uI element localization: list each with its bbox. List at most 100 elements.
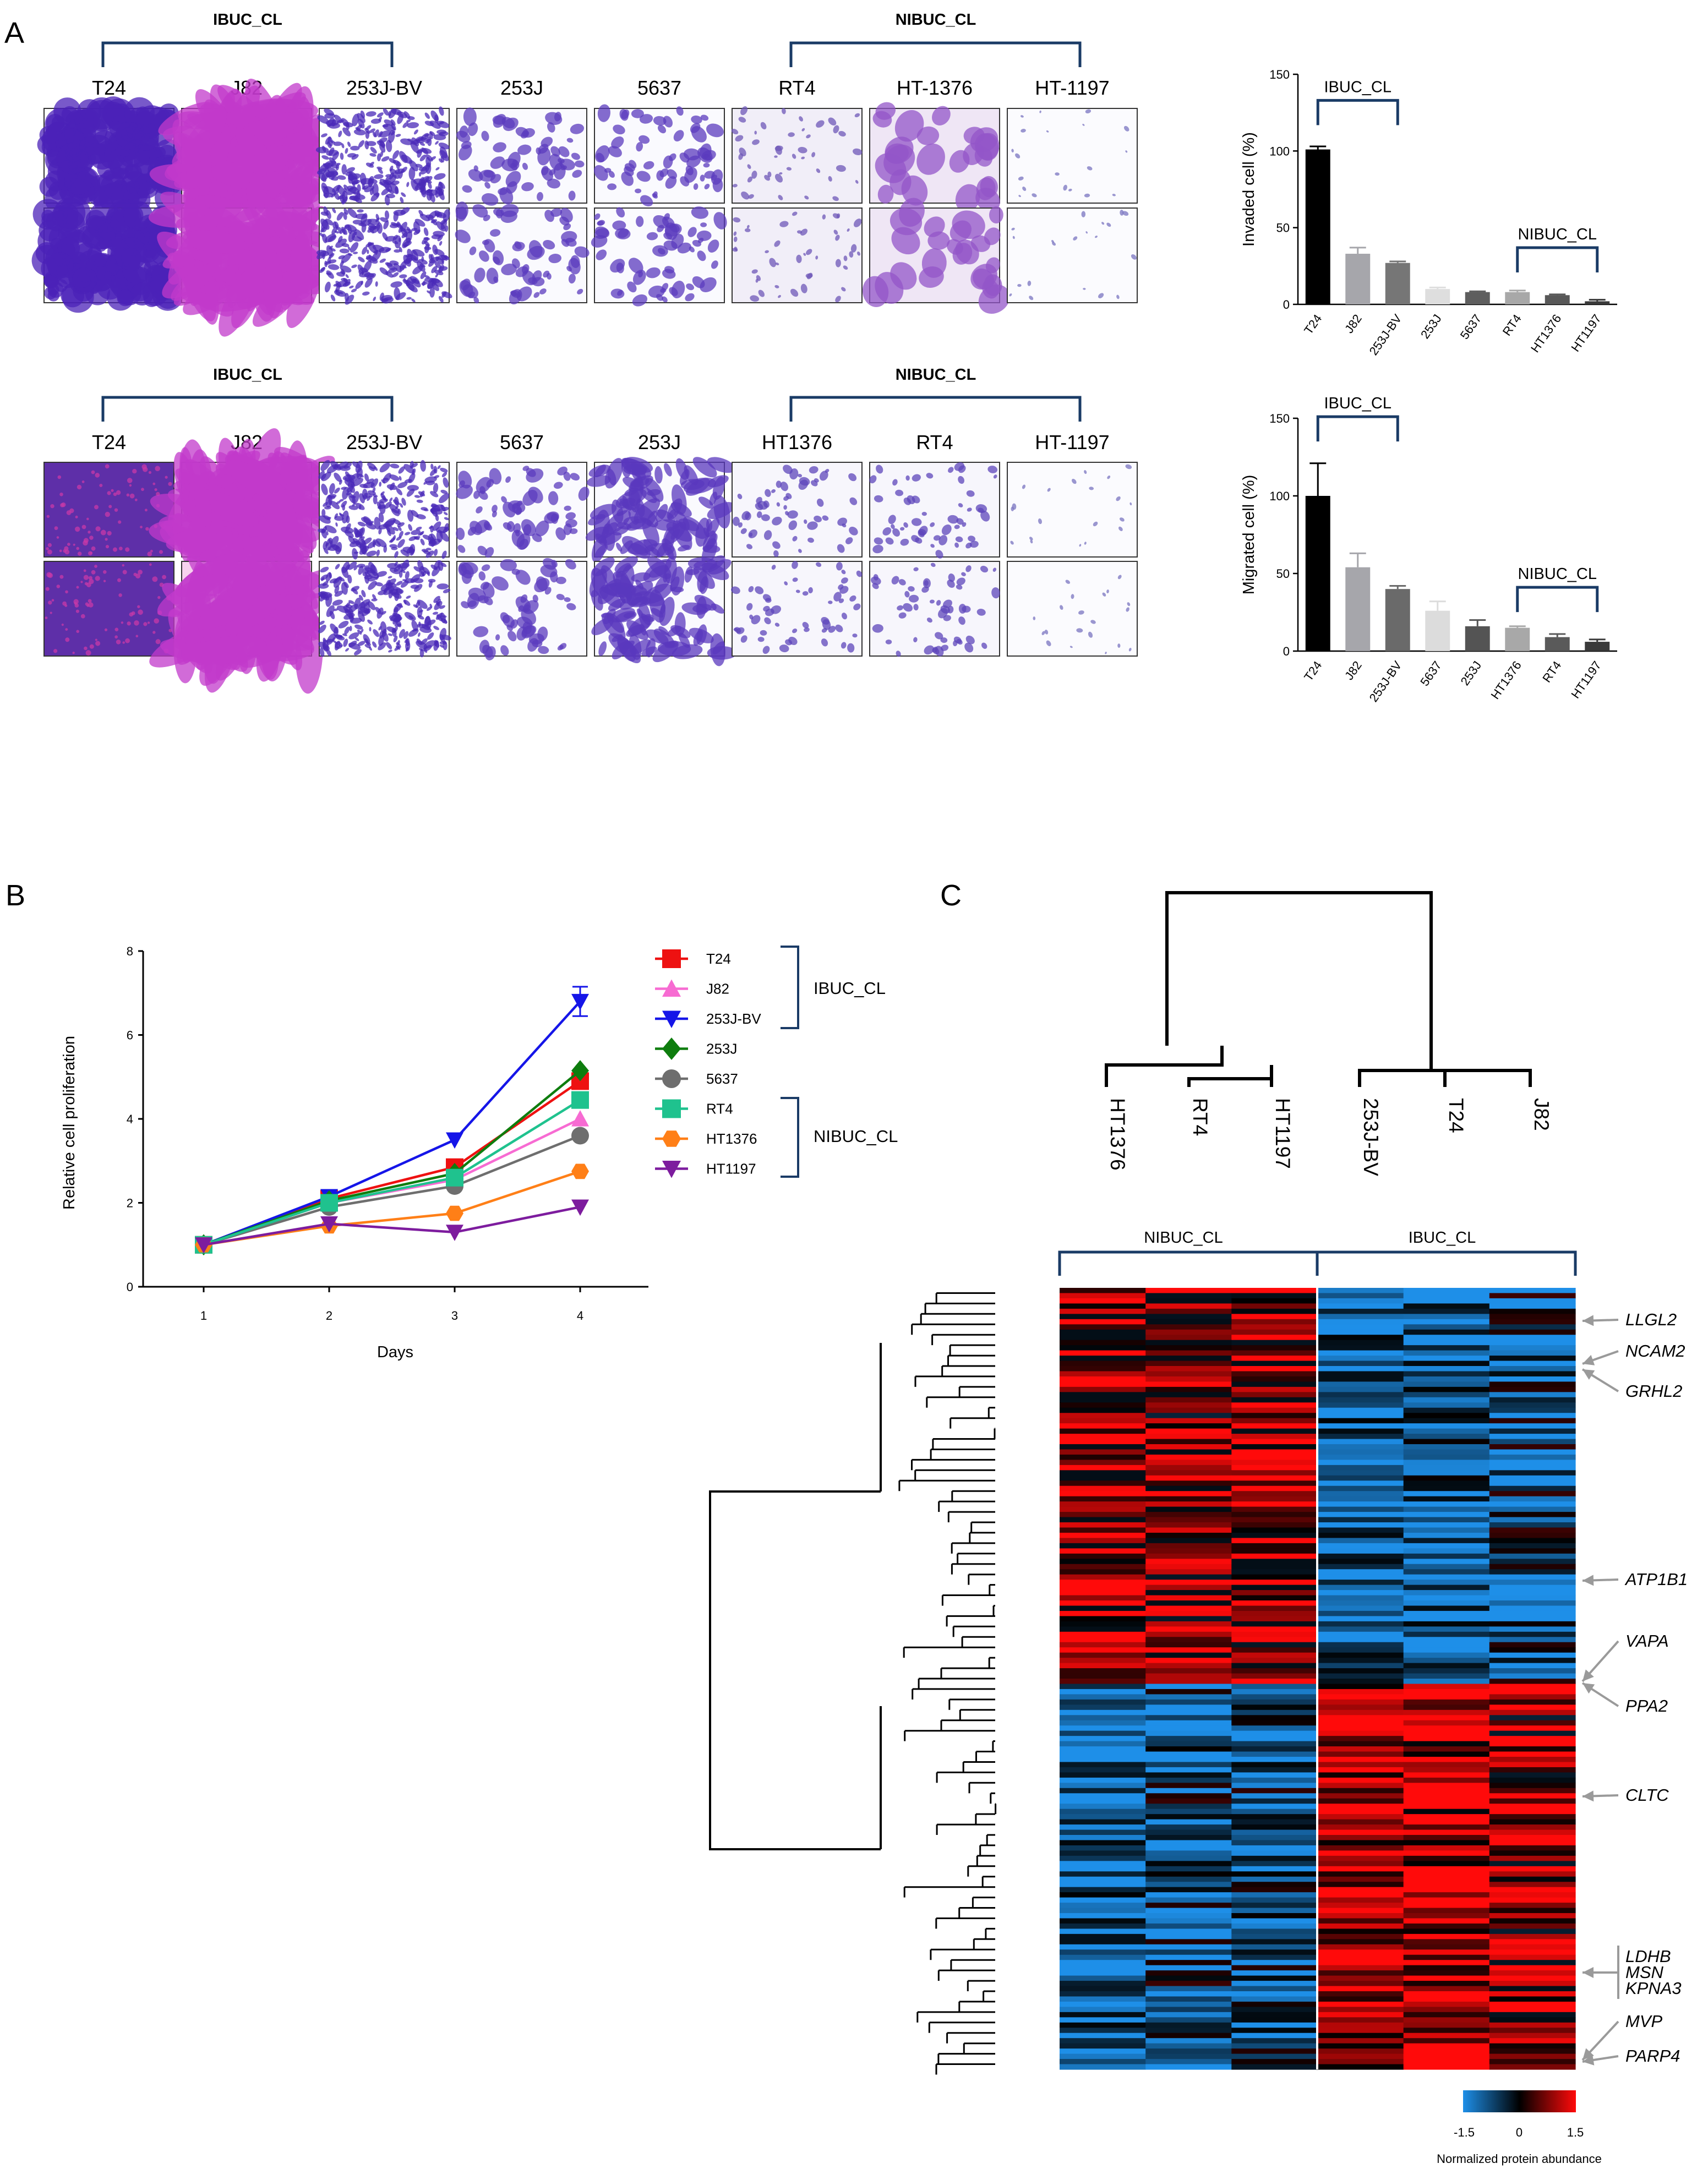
heatmap-cell xyxy=(1403,1684,1490,1690)
heatmap-cell xyxy=(1489,1517,1576,1523)
stained-cell xyxy=(431,266,438,274)
stained-cell xyxy=(788,132,795,137)
stained-cell xyxy=(407,485,419,491)
heatmap-cell xyxy=(1145,1517,1232,1523)
heatmap-cell xyxy=(1145,1965,1232,1971)
heatmap-cell xyxy=(1145,1709,1232,1715)
legend-item: HT1197 xyxy=(655,1161,756,1178)
stained-cell xyxy=(379,182,385,186)
stained-cell xyxy=(367,249,369,254)
heatmap-cell xyxy=(1231,1335,1318,1341)
stained-cell xyxy=(828,117,837,126)
micrograph-tile xyxy=(869,561,1000,657)
stained-cell xyxy=(376,112,384,118)
heatmap-cell xyxy=(1231,1527,1318,1533)
heatmap-cell xyxy=(1060,2012,1146,2018)
heatmap-cell xyxy=(1231,1887,1318,1893)
stained-cell xyxy=(320,227,325,233)
stained-cell xyxy=(711,260,718,269)
heatmap-cell xyxy=(1403,1371,1490,1377)
heatmap-cell xyxy=(1489,1704,1576,1711)
heatmap-cell xyxy=(1145,1361,1232,1367)
heatmap-cell xyxy=(1231,1767,1318,1773)
micrograph-tile xyxy=(455,201,590,305)
heatmap-cell xyxy=(1231,1996,1318,2002)
heatmap-cell xyxy=(1231,1496,1318,1502)
heatmap-cell xyxy=(1317,1402,1404,1408)
stained-cell xyxy=(444,255,450,260)
stained-cell xyxy=(522,162,528,170)
heatmap-cell xyxy=(1145,1746,1232,1752)
stained-cell xyxy=(364,140,369,150)
x-tick-label: J82 xyxy=(1342,312,1365,336)
heatmap-cell xyxy=(1403,1819,1490,1825)
heatmap-cell xyxy=(1317,1652,1404,1658)
stained-cell xyxy=(857,251,860,256)
stained-cell xyxy=(595,226,610,238)
heatmap-cell xyxy=(1060,2028,1146,2034)
heatmap-cell xyxy=(1489,1981,1576,1987)
heatmap-cell xyxy=(1060,1663,1146,1669)
heatmap-cell xyxy=(1317,1392,1404,1398)
stained-cell xyxy=(596,249,607,260)
stained-cell xyxy=(805,273,813,278)
heatmap-cell xyxy=(1060,1975,1146,1981)
heatmap-cell xyxy=(1403,1517,1490,1523)
stained-cell xyxy=(420,271,427,280)
heatmap-cell xyxy=(1489,1923,1576,1929)
heatmap-cell xyxy=(1317,1736,1404,1742)
gene-arrow xyxy=(1581,1368,1619,1392)
stained-cell xyxy=(679,152,690,163)
heatmap-cell xyxy=(1403,1616,1490,1622)
stained-cell xyxy=(653,116,667,126)
stained-cell xyxy=(673,130,684,141)
heatmap-cell xyxy=(1145,1376,1232,1382)
ibuc-bracket xyxy=(1316,99,1399,125)
y-tick-label: 50 xyxy=(1276,221,1290,235)
heatmap-cell xyxy=(1060,1679,1146,1685)
heatmap-cell xyxy=(1403,1908,1490,1914)
heatmap-cell xyxy=(1231,1480,1318,1487)
heatmap-cell xyxy=(1060,1772,1146,1778)
stained-cell xyxy=(171,264,216,301)
heatmap-cell xyxy=(1060,1386,1146,1392)
stained-cell xyxy=(747,176,753,183)
stained-cell xyxy=(691,115,702,124)
heatmap-cell xyxy=(1231,1460,1318,1466)
stained-cell xyxy=(325,136,331,145)
gene-arrow xyxy=(1582,1575,1619,1586)
stained-cell xyxy=(503,117,519,132)
stained-cell xyxy=(493,276,499,283)
stained-cell xyxy=(338,130,342,138)
legend-label: 253J xyxy=(706,1041,737,1057)
heatmap-cell xyxy=(1317,1449,1404,1455)
heatmap-cell xyxy=(1403,2001,1490,2007)
heatmap-cell xyxy=(1489,1418,1576,1424)
stained-cell xyxy=(351,264,357,269)
heatmap-cell xyxy=(1403,1506,1490,1512)
heatmap-cell xyxy=(1145,2064,1232,2070)
stained-cell xyxy=(565,238,577,247)
heatmap-cell xyxy=(1060,1855,1146,1861)
stained-cell xyxy=(436,221,446,232)
stained-cell xyxy=(656,170,664,181)
heatmap-cell xyxy=(1317,1626,1404,1632)
heatmap-cell xyxy=(1231,1485,1318,1491)
heatmap-cell xyxy=(1403,1444,1490,1450)
stained-cell xyxy=(326,270,334,279)
heatmap-cell xyxy=(1317,1689,1404,1695)
panel-label-b: B xyxy=(6,879,25,912)
heatmap-cell xyxy=(1317,1684,1404,1690)
stained-cell xyxy=(363,260,372,272)
y-axis-label: Migrated cell (%) xyxy=(1240,475,1258,595)
stained-cell xyxy=(406,231,413,243)
heatmap-cell xyxy=(1317,1642,1404,1648)
stained-cell xyxy=(341,253,351,263)
stained-cell xyxy=(417,182,425,191)
cell-line-label: HT1376 xyxy=(762,431,832,454)
stained-cell xyxy=(343,208,348,215)
heatmap-cell xyxy=(1317,1460,1404,1466)
heatmap-cell xyxy=(1145,1918,1232,1924)
heatmap-cell xyxy=(1231,1819,1318,1825)
gene-label: VAPA xyxy=(1625,1631,1669,1651)
